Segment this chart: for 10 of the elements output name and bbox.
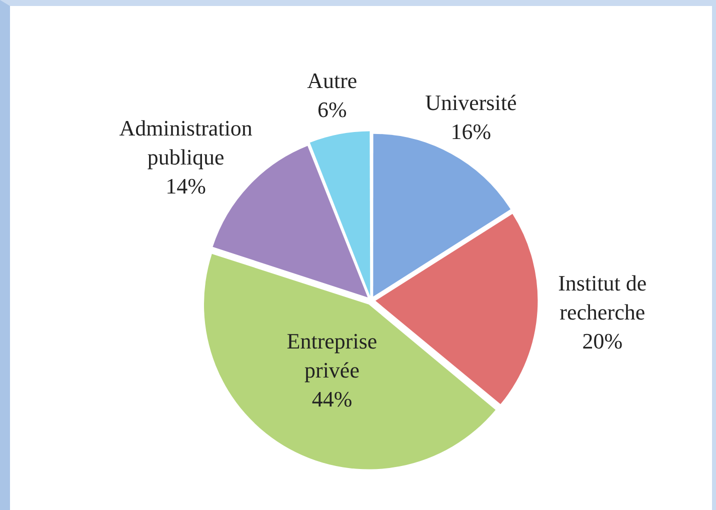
data-label: 6%	[317, 97, 347, 122]
slice-label: Institut de recherche	[558, 270, 647, 324]
data-label: 14%	[166, 173, 206, 198]
data-label: 20%	[582, 328, 623, 354]
slice-label: Université	[425, 90, 517, 116]
data-label: 44%	[312, 386, 352, 412]
data-label: 16%	[450, 119, 492, 144]
slice-label: Administration publique	[119, 115, 252, 170]
slice-label: Entreprise privée	[286, 328, 378, 382]
slice-label: Autre	[307, 68, 358, 94]
